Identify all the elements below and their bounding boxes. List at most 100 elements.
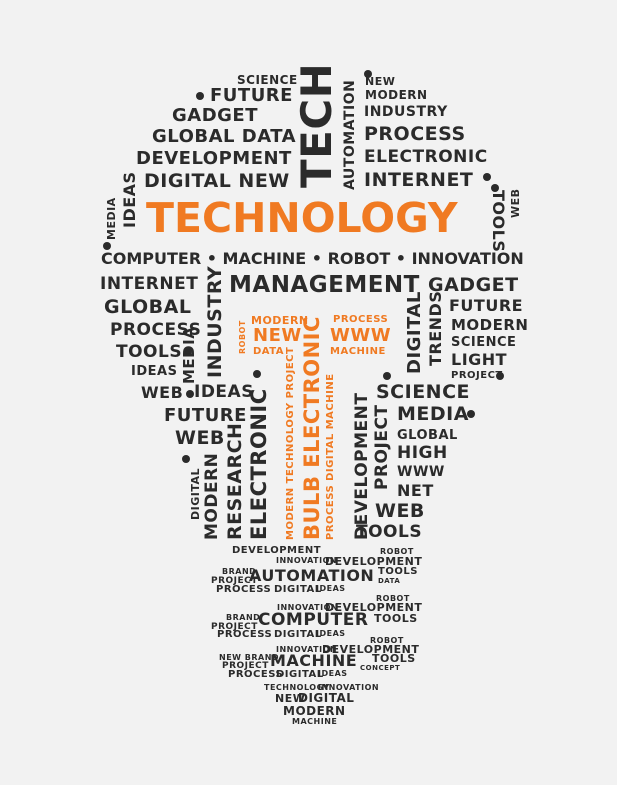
word: NEW bbox=[275, 692, 306, 705]
word: INNOVATION bbox=[277, 603, 339, 612]
word-vertical: INDUSTRY bbox=[204, 265, 226, 378]
word: TOOLS bbox=[356, 522, 423, 542]
word: TOOLS bbox=[372, 652, 416, 665]
word: PROJECT bbox=[222, 661, 269, 671]
word: GADGET bbox=[428, 274, 519, 296]
word: DIGITAL bbox=[276, 669, 324, 680]
word: AUTOMATION bbox=[249, 566, 375, 585]
word: TOOLS bbox=[374, 612, 418, 625]
word: GLOBAL bbox=[104, 296, 192, 318]
word-vertical: WEB bbox=[509, 188, 522, 218]
word: FUTURE bbox=[164, 405, 247, 426]
word: INTERNET bbox=[100, 274, 199, 294]
word-vertical: ELECTRONIC bbox=[247, 388, 271, 540]
word: MODERN bbox=[251, 314, 309, 327]
word: FUTURE bbox=[210, 85, 293, 106]
word: IDEAS bbox=[318, 669, 348, 678]
word: IDEAS bbox=[131, 364, 178, 379]
bullet-dot bbox=[186, 390, 194, 398]
word: CONCEPT bbox=[360, 664, 401, 672]
word-vertical: MEDIA bbox=[180, 326, 198, 384]
word: DIGITAL bbox=[274, 584, 322, 595]
word: COMPUTER • MACHINE • ROBOT • INNOVATION bbox=[101, 249, 524, 268]
word: DEVELOPMENT bbox=[322, 643, 420, 656]
word: SCIENCE bbox=[376, 381, 471, 403]
word: DATA bbox=[253, 346, 285, 357]
word: DEVELOPMENT bbox=[325, 601, 423, 614]
word: TOOLS bbox=[116, 342, 183, 362]
word: PROJECT bbox=[211, 622, 258, 632]
word-vertical: TRENDS bbox=[426, 290, 445, 366]
word-vertical: DIGITAL bbox=[404, 291, 425, 374]
word: INDUSTRY bbox=[364, 104, 448, 120]
word: ROBOT bbox=[370, 636, 404, 645]
word-vertical: DIGITAL bbox=[189, 467, 202, 520]
word: FUTURE bbox=[449, 296, 524, 315]
word-vertical: ROBOT bbox=[238, 320, 247, 354]
word: WWW bbox=[397, 464, 445, 480]
word-vertical: MEDIA bbox=[105, 197, 118, 240]
word: COMPUTER bbox=[258, 610, 369, 630]
word: IDEAS bbox=[316, 629, 346, 638]
word: PROCESS bbox=[217, 629, 273, 640]
word: MODERN bbox=[283, 704, 346, 718]
word: MACHINE bbox=[292, 717, 338, 726]
word: MANAGEMENT bbox=[229, 272, 420, 298]
bullet-dot bbox=[496, 372, 504, 380]
word: PROJECT bbox=[211, 576, 258, 586]
word: INNOVATION bbox=[318, 683, 380, 692]
bullet-dot bbox=[491, 184, 499, 192]
bullet-dot bbox=[253, 370, 261, 378]
word: WEB bbox=[175, 427, 225, 449]
word: TOOLS bbox=[378, 566, 418, 577]
word: ROBOT bbox=[376, 594, 410, 603]
word: MODERN bbox=[365, 88, 428, 102]
word: MEDIA bbox=[397, 403, 469, 425]
bullet-dot bbox=[364, 70, 372, 78]
bullet-dot bbox=[196, 92, 204, 100]
word: GLOBAL DATA bbox=[152, 126, 297, 147]
word: PROJECT bbox=[451, 370, 503, 381]
word: NEW bbox=[253, 325, 302, 346]
word-vertical: IDEAS bbox=[120, 171, 139, 228]
word: DATA bbox=[378, 577, 401, 585]
word-vertical: AUTOMATION bbox=[342, 79, 358, 190]
word: WEB bbox=[375, 500, 425, 522]
word: GADGET bbox=[172, 105, 258, 126]
word: MODERN bbox=[451, 316, 529, 334]
word: MACHINE bbox=[330, 346, 386, 357]
word: MACHINE bbox=[270, 651, 358, 670]
word: BRAND bbox=[226, 613, 261, 622]
word: PROCESS bbox=[333, 314, 389, 325]
word: NEW bbox=[365, 75, 396, 88]
word-vertical: PROCESS DIGITAL MACHINE bbox=[325, 373, 336, 540]
bullet-dot bbox=[467, 410, 475, 418]
bullet-dot bbox=[383, 372, 391, 380]
word-vertical: PROJECT bbox=[372, 404, 392, 490]
word-vertical: TOOLS bbox=[489, 190, 508, 253]
headline-word: TECHNOLOGY bbox=[146, 194, 458, 242]
word: PROCESS bbox=[216, 584, 272, 595]
word: DIGITAL bbox=[274, 629, 322, 640]
bullet-dot bbox=[483, 173, 491, 181]
bullet-dot bbox=[184, 348, 192, 356]
word: IDEAS bbox=[316, 584, 346, 593]
word: INNOVATION bbox=[276, 645, 338, 654]
bullet-dot bbox=[103, 242, 111, 250]
word: INNOVATION bbox=[276, 556, 338, 565]
word: DEVELOPMENT bbox=[136, 148, 292, 169]
bullet-dot bbox=[182, 455, 190, 463]
word: ROBOT bbox=[380, 547, 414, 556]
word: GLOBAL bbox=[397, 428, 458, 443]
word-vertical: TECH bbox=[292, 62, 341, 188]
word: SCIENCE bbox=[237, 73, 298, 87]
word: DEVELOPMENT bbox=[232, 545, 322, 556]
word: HIGH bbox=[397, 443, 448, 463]
word: PROCESS bbox=[364, 123, 466, 145]
word: NET bbox=[397, 481, 434, 500]
word: DEVELOPMENT bbox=[325, 555, 423, 568]
word: PROCESS bbox=[110, 320, 202, 340]
word: DIGITAL NEW bbox=[144, 170, 290, 192]
word-vertical: DEVELOPMENT bbox=[352, 392, 372, 541]
